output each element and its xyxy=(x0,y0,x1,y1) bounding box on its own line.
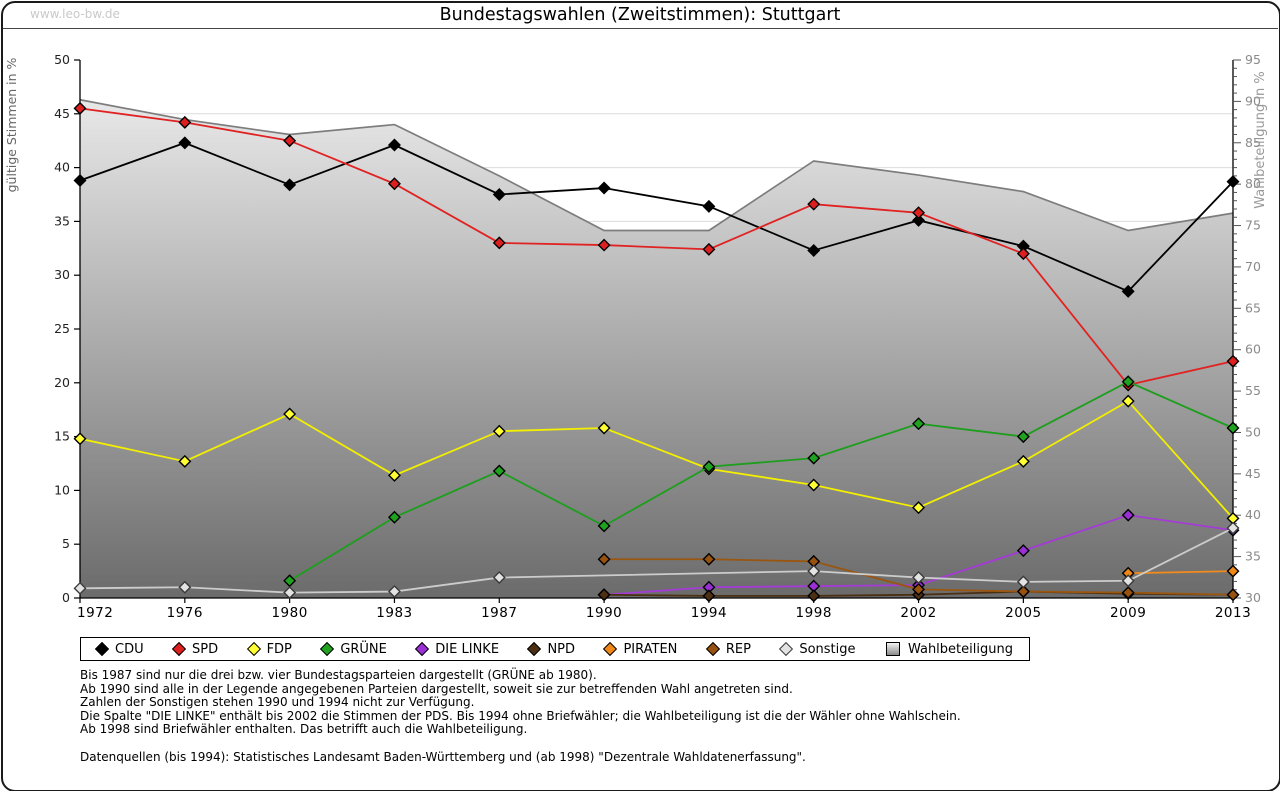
legend-label: SPD xyxy=(192,642,218,657)
svg-text:50: 50 xyxy=(54,52,70,67)
legend-label: Sonstige xyxy=(799,642,855,657)
svg-text:60: 60 xyxy=(1245,342,1261,357)
svg-text:30: 30 xyxy=(54,267,70,282)
svg-text:65: 65 xyxy=(1245,300,1261,315)
legend-marker-icon xyxy=(95,642,109,656)
svg-text:15: 15 xyxy=(54,429,70,444)
svg-text:5: 5 xyxy=(62,536,70,551)
svg-text:55: 55 xyxy=(1245,383,1261,398)
footnote-line: Ab 1990 sind alle in der Legende angegeb… xyxy=(80,683,961,697)
data-source-note: Datenquellen (bis 1994): Statistisches L… xyxy=(80,751,961,765)
legend-marker-icon xyxy=(527,642,541,656)
footnotes: Bis 1987 sind nur die drei bzw. vier Bun… xyxy=(80,669,961,765)
svg-text:1987: 1987 xyxy=(481,605,517,621)
footnote-line: Zahlen der Sonstigen stehen 1990 und 199… xyxy=(80,696,961,710)
left-axis-title: gültige Stimmen in % xyxy=(4,57,19,192)
svg-text:1972: 1972 xyxy=(77,605,113,621)
legend-marker-icon xyxy=(779,642,793,656)
legend-item-sonstige: Sonstige xyxy=(781,642,855,657)
legend-marker-icon xyxy=(246,642,260,656)
legend-marker-icon xyxy=(603,642,617,656)
x-axis-ticks: 1972 1976 1980 1983 1987 1990 1994 1998 2002 2005… xyxy=(77,598,1251,621)
legend-marker-icon xyxy=(172,642,186,656)
legend-item-piraten: PIRATEN xyxy=(605,642,677,657)
legend-item-wahlbeteiligung: Wahlbeteiligung xyxy=(886,642,1013,657)
svg-text:1976: 1976 xyxy=(167,605,203,621)
legend-marker-icon xyxy=(320,642,334,656)
legend-item-cdu: CDU xyxy=(97,642,144,657)
svg-text:50: 50 xyxy=(1245,424,1261,439)
legend-item-rep: REP xyxy=(708,642,751,657)
svg-text:40: 40 xyxy=(1245,507,1261,522)
svg-text:0: 0 xyxy=(62,590,70,605)
legend-item-grüne: GRÜNE xyxy=(322,642,387,657)
legend-label: FDP xyxy=(267,642,292,657)
svg-text:95: 95 xyxy=(1245,52,1261,67)
page: www.leo-bw.de Bundestagswahlen (Zweitsti… xyxy=(0,0,1280,791)
svg-text:1980: 1980 xyxy=(271,605,307,621)
footnote-line: Die Spalte "DIE LINKE" enthält bis 2002 … xyxy=(80,710,961,724)
svg-text:2013: 2013 xyxy=(1215,605,1251,621)
footnote-line: Bis 1987 sind nur die drei bzw. vier Bun… xyxy=(80,669,961,683)
legend-item-spd: SPD xyxy=(174,642,218,657)
legend-label: NPD xyxy=(547,642,575,657)
svg-text:1994: 1994 xyxy=(691,605,727,621)
legend-item-fdp: FDP xyxy=(249,642,292,657)
legend-label: CDU xyxy=(115,642,144,657)
election-line-chart: 0 5 10 15 20 25 30 35 40 45 50 30 35 40 45 50 55 60 65 70 75… xyxy=(0,0,1280,632)
footnote-line: Ab 1998 sind Briefwähler enthalten. Das … xyxy=(80,723,961,737)
svg-text:75: 75 xyxy=(1245,218,1261,233)
svg-text:70: 70 xyxy=(1245,259,1261,274)
right-axis-title: Wahlbeteiligung in % xyxy=(1253,71,1268,208)
legend-marker-icon xyxy=(886,642,900,656)
svg-text:1998: 1998 xyxy=(796,605,832,621)
legend-label: DIE LINKE xyxy=(435,642,499,657)
legend-item-die-linke: DIE LINKE xyxy=(417,642,499,657)
svg-text:35: 35 xyxy=(54,213,70,228)
svg-text:25: 25 xyxy=(54,321,70,336)
svg-text:45: 45 xyxy=(1245,466,1261,481)
legend-marker-icon xyxy=(706,642,720,656)
svg-text:2002: 2002 xyxy=(900,605,936,621)
svg-text:40: 40 xyxy=(54,160,70,175)
svg-text:30: 30 xyxy=(1245,590,1261,605)
svg-text:1990: 1990 xyxy=(586,605,622,621)
turnout-area xyxy=(80,100,1233,598)
legend-item-npd: NPD xyxy=(529,642,575,657)
legend-label: GRÜNE xyxy=(340,642,387,657)
svg-text:1983: 1983 xyxy=(376,605,412,621)
chart-legend: CDU SPD FDP GRÜNE DIE LINKE NPD PIRATEN REP Sons… xyxy=(80,637,1030,661)
svg-text:2005: 2005 xyxy=(1005,605,1041,621)
legend-label: Wahlbeteiligung xyxy=(908,642,1013,657)
svg-text:2009: 2009 xyxy=(1110,605,1146,621)
svg-text:35: 35 xyxy=(1245,549,1261,564)
left-axis-ticks: 0 5 10 15 20 25 30 35 40 45 50 xyxy=(54,52,80,605)
svg-text:20: 20 xyxy=(54,375,70,390)
svg-text:45: 45 xyxy=(54,106,70,121)
legend-marker-icon xyxy=(415,642,429,656)
legend-label: PIRATEN xyxy=(623,642,677,657)
svg-text:10: 10 xyxy=(54,482,70,497)
legend-label: REP xyxy=(726,642,751,657)
